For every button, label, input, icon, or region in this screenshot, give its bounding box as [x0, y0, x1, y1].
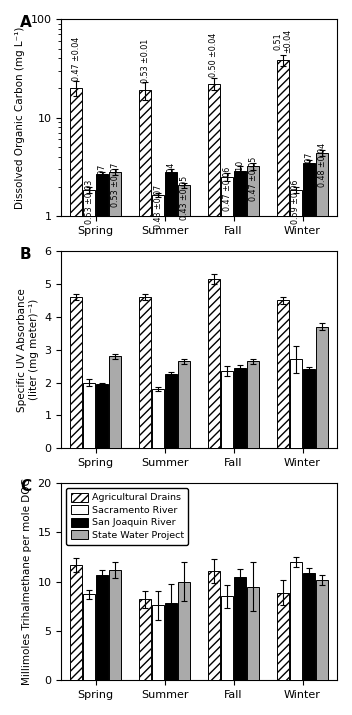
- Bar: [178, 582, 190, 680]
- Text: 0.51
±0.04: 0.51 ±0.04: [273, 29, 293, 54]
- Bar: [139, 297, 151, 448]
- Text: 0.47 ±0.06: 0.47 ±0.06: [222, 167, 232, 212]
- Text: 0.47 ±0.04: 0.47 ±0.04: [71, 36, 81, 81]
- Text: B: B: [20, 247, 32, 262]
- Bar: [96, 575, 108, 680]
- Bar: [208, 279, 220, 448]
- Text: 0.44 ±0.10: 0.44 ±0.10: [235, 161, 245, 205]
- Bar: [152, 194, 164, 715]
- Legend: Agricultural Drains, Sacramento River, San Joaquin River, State Water Project: Agricultural Drains, Sacramento River, S…: [66, 488, 188, 545]
- Bar: [152, 389, 164, 448]
- Y-axis label: Specific UV Absorbance
(liter (mg meter)⁻¹): Specific UV Absorbance (liter (mg meter)…: [17, 287, 39, 412]
- Bar: [96, 174, 108, 715]
- Bar: [234, 368, 246, 448]
- Bar: [247, 586, 259, 680]
- Bar: [70, 88, 82, 715]
- Bar: [303, 162, 315, 715]
- Text: 0.48 ±0.04: 0.48 ±0.04: [318, 143, 327, 187]
- Y-axis label: Millimoles Trihalmethane per mole DOC: Millimoles Trihalmethane per mole DOC: [22, 478, 32, 685]
- Bar: [277, 61, 289, 715]
- Text: A: A: [20, 15, 32, 30]
- Bar: [277, 300, 289, 448]
- Bar: [178, 185, 190, 715]
- Text: 0.54 ±0.07: 0.54 ±0.07: [98, 164, 107, 209]
- Bar: [109, 172, 121, 715]
- Bar: [247, 361, 259, 448]
- Bar: [96, 384, 108, 448]
- Bar: [221, 596, 233, 680]
- Bar: [316, 153, 328, 715]
- Bar: [303, 370, 315, 448]
- Text: 0.53 ±0.07: 0.53 ±0.07: [111, 162, 120, 207]
- Bar: [83, 190, 95, 715]
- Text: 0.43 ±0.05: 0.43 ±0.05: [180, 176, 189, 220]
- Bar: [221, 177, 233, 715]
- Bar: [139, 599, 151, 680]
- Bar: [165, 374, 177, 448]
- Text: 0.59 ±0.06: 0.59 ±0.06: [291, 180, 301, 225]
- Bar: [208, 84, 220, 715]
- Bar: [290, 190, 302, 715]
- Bar: [277, 593, 289, 680]
- Bar: [290, 562, 302, 680]
- Text: 0.50 ±0.04: 0.50 ±0.04: [209, 32, 219, 77]
- Bar: [247, 167, 259, 715]
- Bar: [152, 606, 164, 680]
- Text: 0.43 ±0.07: 0.43 ±0.07: [153, 185, 163, 230]
- Text: 0.53 ±0.01: 0.53 ±0.01: [140, 39, 150, 83]
- Bar: [221, 371, 233, 448]
- Bar: [234, 171, 246, 715]
- Bar: [70, 297, 82, 448]
- Bar: [208, 571, 220, 680]
- Bar: [70, 565, 82, 680]
- Bar: [109, 570, 121, 680]
- Bar: [303, 573, 315, 680]
- Bar: [316, 327, 328, 448]
- Text: 0.50 ±0.07: 0.50 ±0.07: [304, 153, 314, 197]
- Text: 0.47 ±0.05: 0.47 ±0.05: [249, 157, 258, 201]
- Text: 0.45 ±0.04: 0.45 ±0.04: [167, 162, 176, 207]
- Bar: [165, 172, 177, 715]
- Bar: [234, 577, 246, 680]
- Bar: [83, 383, 95, 448]
- Bar: [109, 356, 121, 448]
- Y-axis label: Dissolved Organic Carbon (mg L⁻¹): Dissolved Organic Carbon (mg L⁻¹): [15, 26, 25, 209]
- Bar: [139, 90, 151, 715]
- Bar: [165, 603, 177, 680]
- Bar: [83, 594, 95, 680]
- Bar: [290, 360, 302, 448]
- Text: 0.53 ±0.03: 0.53 ±0.03: [85, 180, 94, 225]
- Bar: [316, 580, 328, 680]
- Bar: [178, 361, 190, 448]
- Text: C: C: [20, 479, 31, 494]
